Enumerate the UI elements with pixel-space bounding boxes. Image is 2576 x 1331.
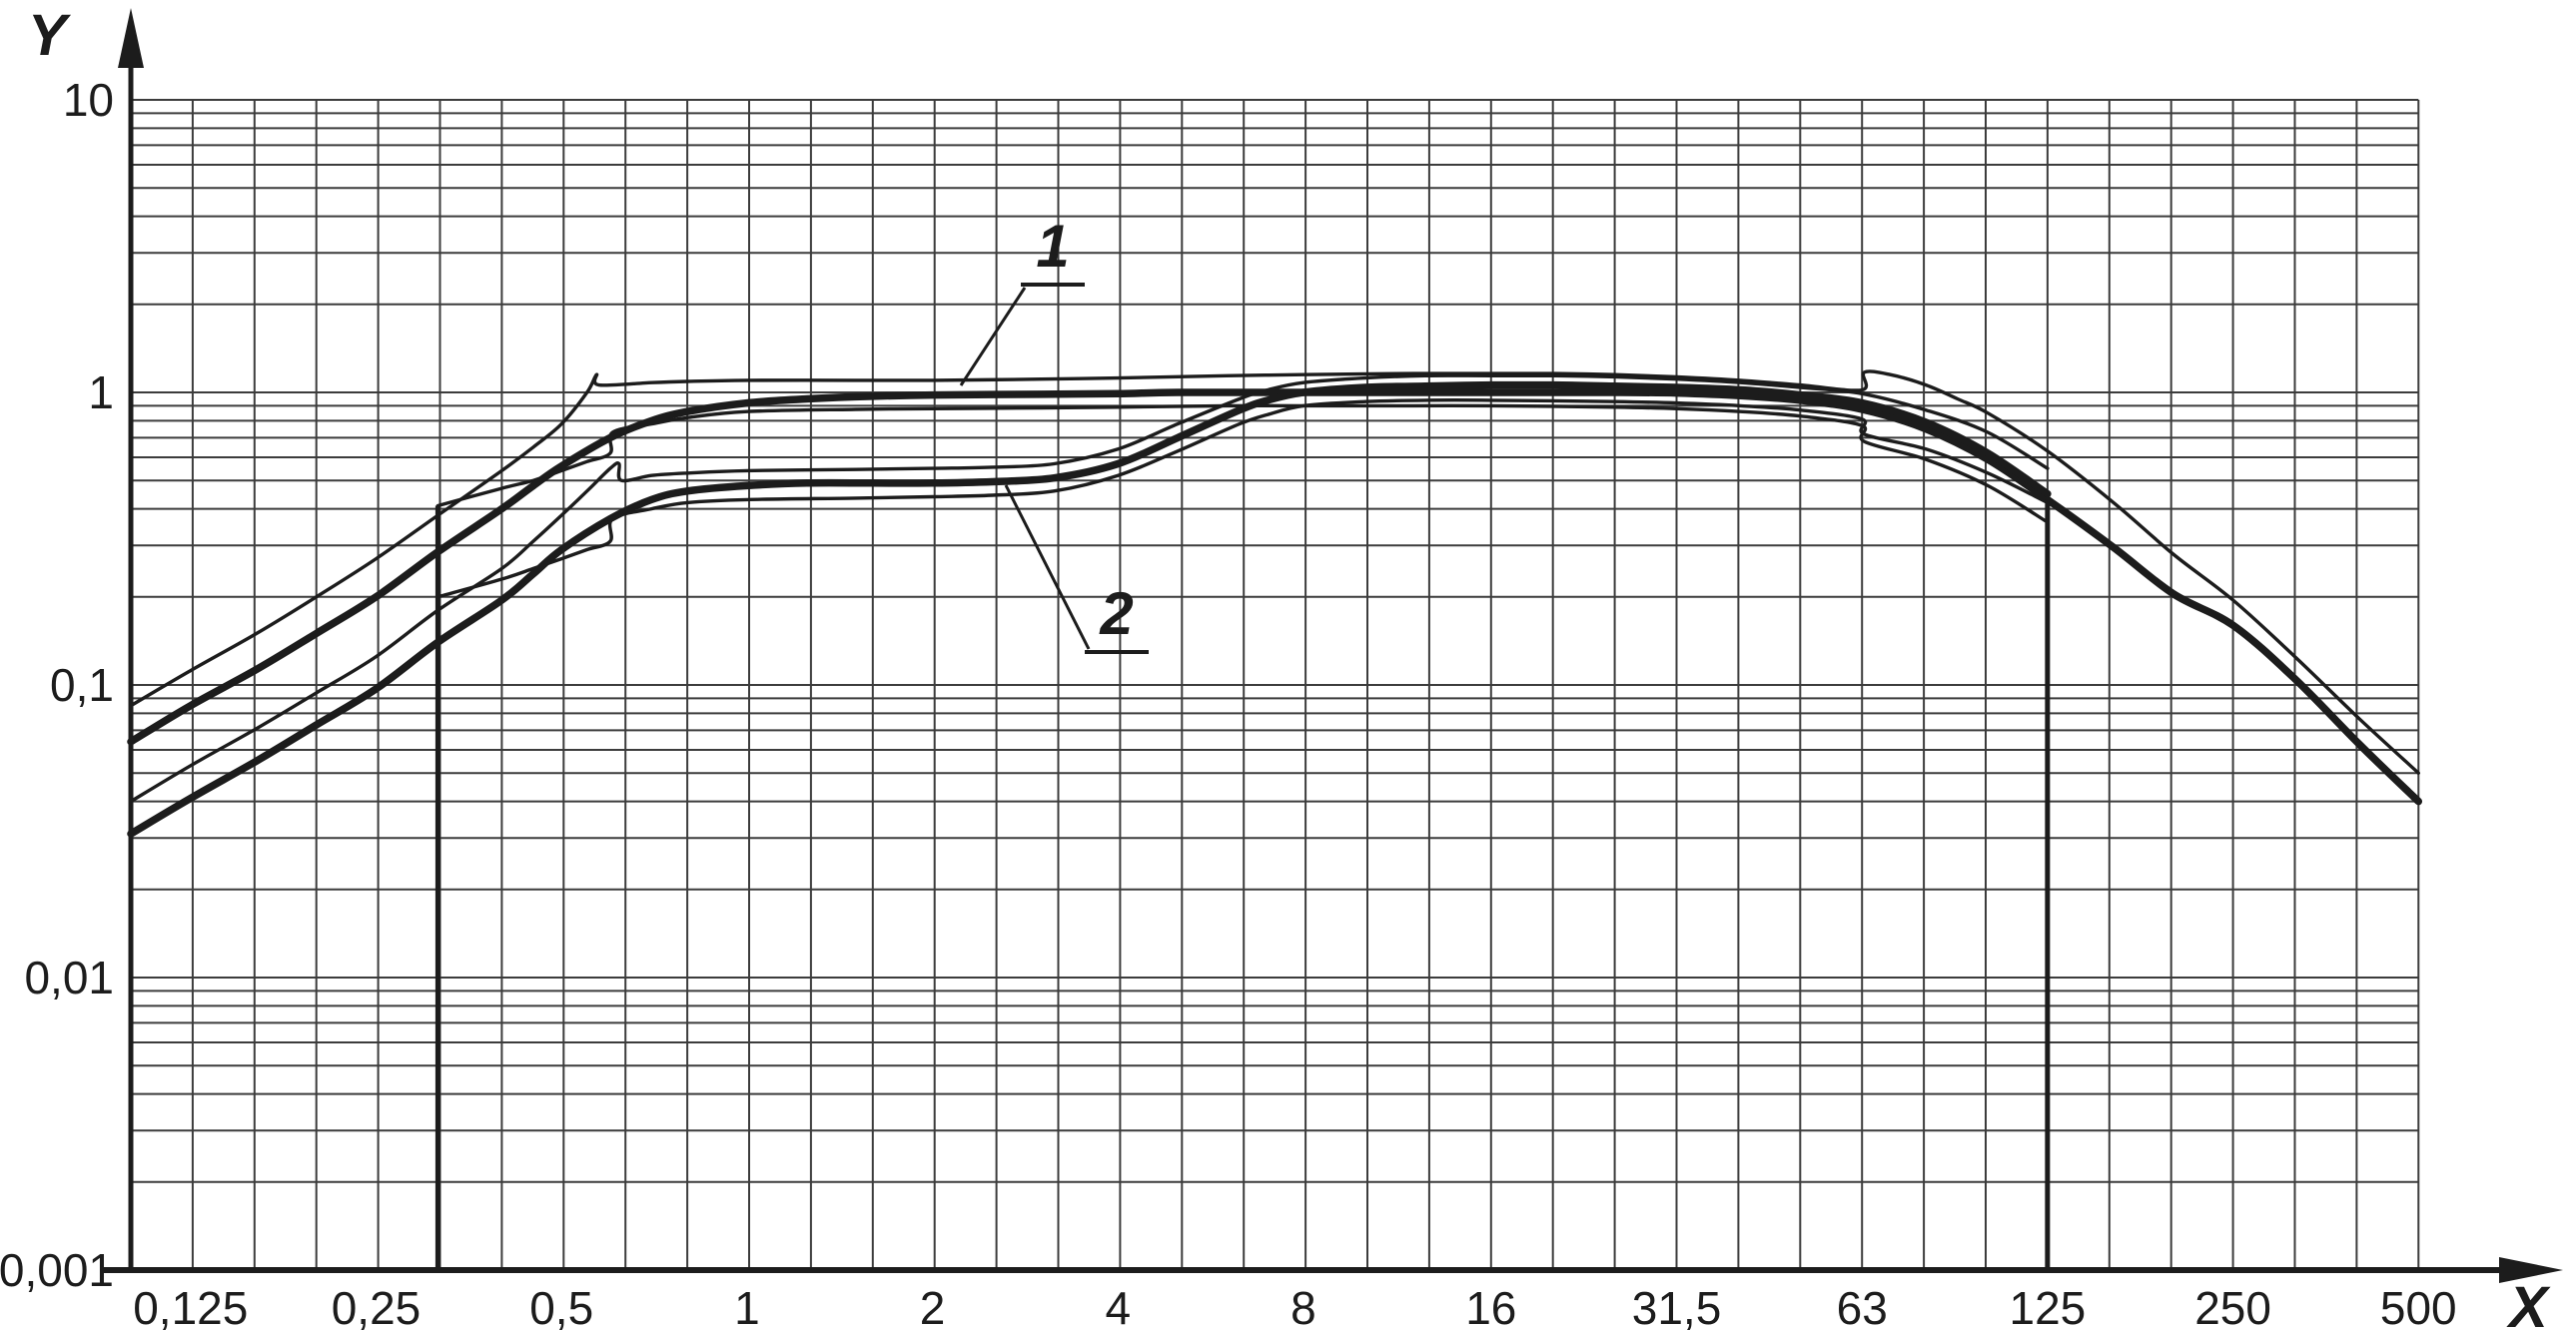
curve-2-lower-tolerance — [435, 397, 2050, 599]
x-tick-label-63: 63 — [1837, 1282, 1888, 1331]
x-tick-label-4: 4 — [1105, 1282, 1131, 1331]
curve-2-nominal — [127, 380, 2052, 838]
curve-2-leader-line — [1004, 484, 1091, 650]
curve-2-upper-tolerance — [129, 373, 2050, 804]
curve-1-nominal — [127, 388, 2423, 806]
x-tick-label-250: 250 — [2194, 1282, 2271, 1331]
curve-1-upper-tolerance — [129, 369, 2420, 775]
y-tick-label-1: 1 — [88, 366, 114, 418]
grid-lines — [130, 99, 2420, 1271]
y-axis-label: Y — [28, 3, 67, 68]
x-tick-label-125: 125 — [2009, 1282, 2086, 1331]
x-tick-label-500: 500 — [2380, 1282, 2457, 1331]
y-tick-label-0,1: 0,1 — [50, 659, 114, 711]
x-tick-label-8: 8 — [1290, 1282, 1316, 1331]
x-tick-label-0,125: 0,125 — [133, 1282, 248, 1331]
y-tick-label-0,01: 0,01 — [24, 952, 114, 1003]
x-tick-label-0,25: 0,25 — [332, 1282, 422, 1331]
y-tick-label-10: 10 — [63, 74, 114, 126]
curve-group-2-label: 2 — [1085, 579, 1149, 654]
curve-1-leader-line — [959, 287, 1027, 386]
x-axis-label: X — [2509, 1275, 2548, 1331]
x-axis-arrow — [2499, 1257, 2563, 1283]
curve-group-1-label: 1 — [1021, 212, 1085, 287]
x-tick-label-2: 2 — [920, 1282, 946, 1331]
y-tick-label-0,001: 0,001 — [0, 1244, 114, 1296]
y-axis-arrow — [118, 8, 144, 68]
curve-1-lower-tolerance — [435, 403, 2050, 524]
x-tick-label-16: 16 — [1465, 1282, 1516, 1331]
x-tick-label-0,5: 0,5 — [529, 1282, 593, 1331]
x-tick-label-1: 1 — [734, 1282, 760, 1331]
x-tick-label-31,5: 31,5 — [1632, 1282, 1722, 1331]
